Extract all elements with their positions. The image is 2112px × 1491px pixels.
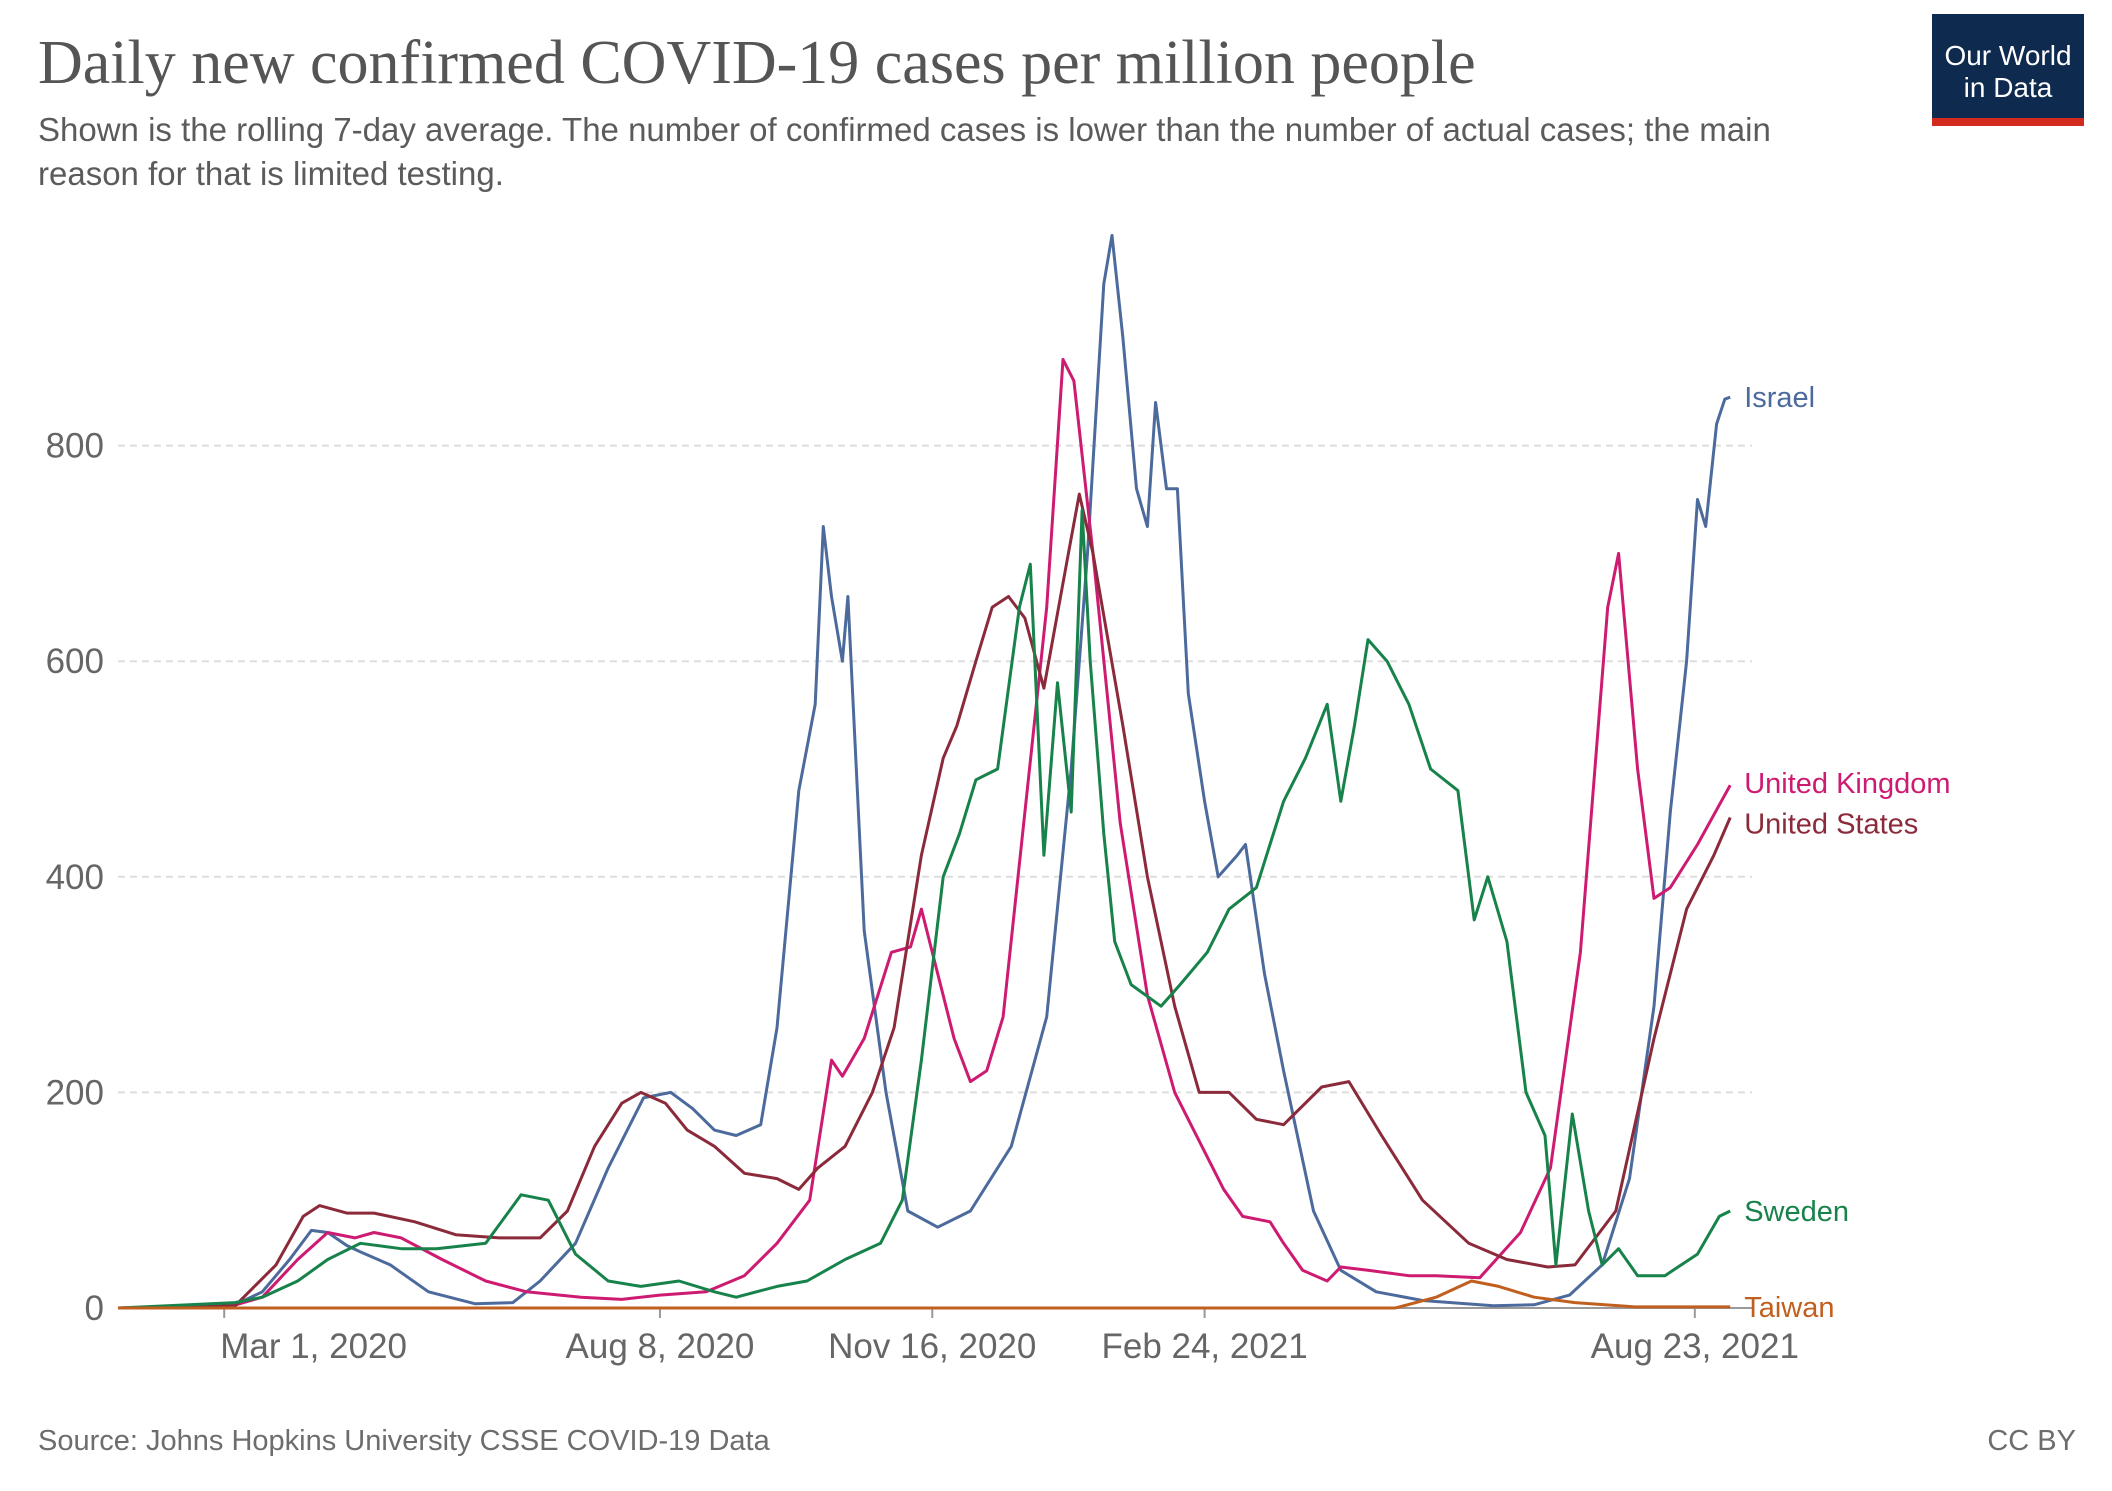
license-note[interactable]: CC BY	[1987, 1425, 2076, 1457]
y-tick-label: 0	[85, 1289, 104, 1328]
x-tick-label: Feb 24, 2021	[1101, 1327, 1307, 1366]
x-axis: Mar 1, 2020 Aug 8, 2020 Nov 16, 2020 Feb 24…	[118, 1307, 1799, 1366]
series-label-sweden[interactable]: Sweden	[1744, 1196, 1849, 1228]
x-tick-label: Nov 16, 2020	[828, 1327, 1036, 1366]
chart-subtitle: Shown is the rolling 7-day average. The …	[38, 111, 1771, 192]
y-tick-label: 800	[46, 427, 104, 466]
series-label-united-kingdom[interactable]: United Kingdom	[1744, 768, 1950, 800]
gridlines	[118, 444, 1752, 1094]
y-tick-label: 400	[46, 858, 104, 897]
y-tick-label: 600	[46, 642, 104, 681]
chart-title: Daily new confirmed COVID-19 cases per m…	[38, 29, 1476, 97]
series-line-sweden[interactable]	[117, 508, 1731, 1310]
logo-line-1: Our World	[1944, 40, 2072, 71]
series-label-united-states[interactable]: United States	[1744, 809, 1918, 841]
y-axis: 0 200 400 600 800	[46, 427, 104, 1328]
x-tick-label: Aug 23, 2021	[1591, 1327, 1799, 1366]
x-tick-label: Aug 8, 2020	[566, 1327, 755, 1366]
series-lines	[117, 233, 1732, 1310]
owid-logo[interactable]: Our World in Data	[1932, 14, 2084, 126]
series-line-israel[interactable]	[118, 233, 1731, 1310]
series-line-taiwan[interactable]	[118, 1279, 1731, 1310]
y-tick-label: 200	[46, 1073, 104, 1112]
logo-line-2: in Data	[1963, 72, 2053, 103]
series-line-united-states[interactable]	[117, 492, 1732, 1310]
series-labels: Israel United Kingdom United States Sweden T…	[1744, 382, 1950, 1324]
source-note[interactable]: Source: Johns Hopkins University CSSE CO…	[38, 1425, 770, 1457]
x-tick-label: Mar 1, 2020	[220, 1327, 407, 1366]
series-label-taiwan[interactable]: Taiwan	[1744, 1292, 1834, 1324]
series-label-israel[interactable]: Israel	[1744, 382, 1815, 414]
series-line-united-kingdom[interactable]	[118, 357, 1732, 1310]
